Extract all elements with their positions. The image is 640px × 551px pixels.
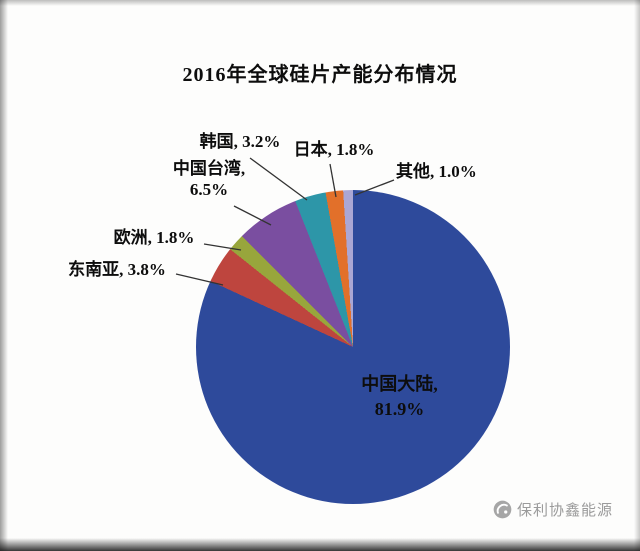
- callout-china-line2: 81.9%: [374, 399, 425, 419]
- callout-other: 其他, 1.0%: [396, 162, 477, 181]
- callout-korea: 韩国, 3.2%: [199, 132, 281, 151]
- callout-taiwan: 中国台湾, 6.5%: [156, 158, 262, 200]
- scan-edge-top: [0, 0, 640, 6]
- watermark: 保利协鑫能源: [493, 499, 613, 520]
- callout-sea: 东南亚, 3.8%: [68, 260, 166, 279]
- scan-edge-bottom: [0, 538, 640, 551]
- scan-edge-right: [634, 0, 640, 551]
- callout-europe: 欧洲, 1.8%: [113, 228, 195, 247]
- callout-taiwan-line1: 中国台湾,: [172, 159, 246, 178]
- scan-edge-left: [0, 0, 8, 551]
- chart-title: 2016年全球硅片产能分布情况: [182, 64, 458, 86]
- watermark-text: 保利协鑫能源: [517, 502, 614, 519]
- callout-china-line1: 中国大陆,: [361, 374, 438, 394]
- callout-japan: 日本, 1.8%: [293, 140, 375, 159]
- pie: [196, 190, 510, 504]
- callout-china: 中国大陆, 81.9%: [327, 372, 472, 422]
- callout-taiwan-line2: 6.5%: [189, 180, 229, 199]
- gcl-logo-icon: [493, 500, 512, 519]
